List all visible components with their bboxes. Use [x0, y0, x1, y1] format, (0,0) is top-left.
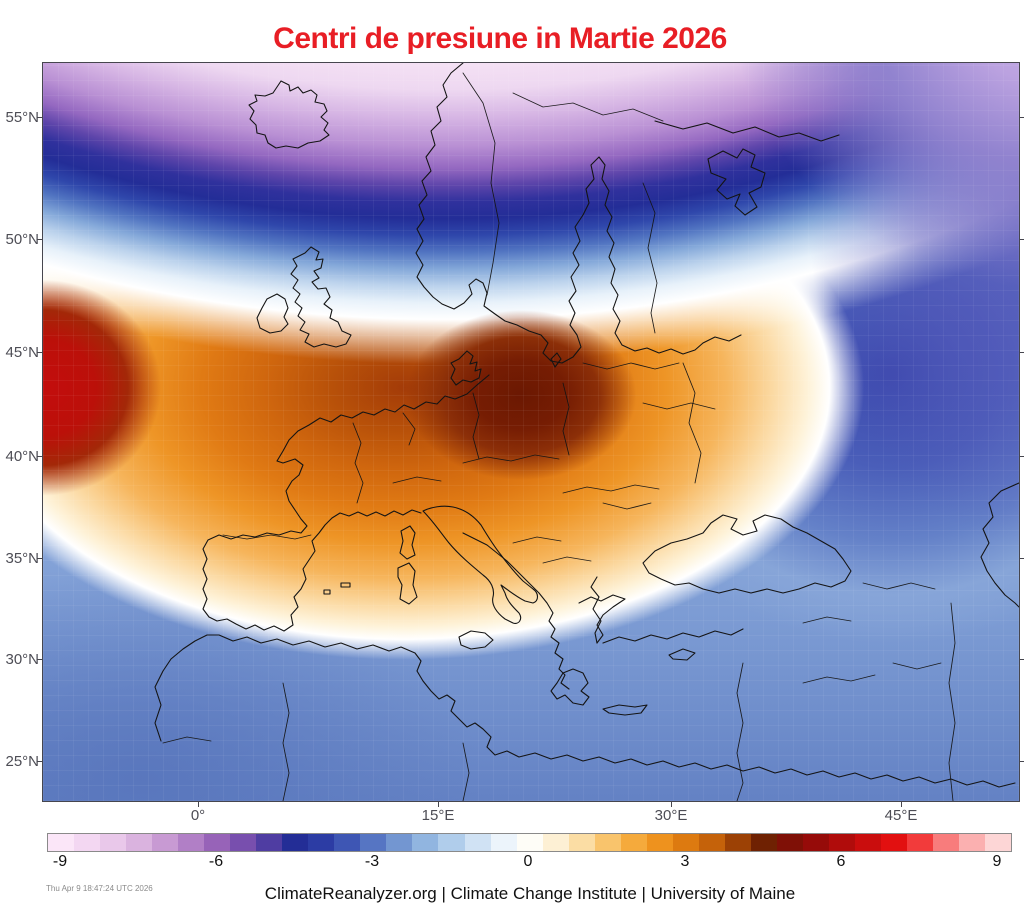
lon-tick: [671, 801, 672, 807]
coastline-white-sea: [707, 148, 766, 216]
border-anatolia-east: [802, 616, 852, 624]
chart-title: Centri de presiune in Martie 2026: [273, 22, 727, 55]
lat-tick: [37, 352, 43, 353]
border-alps: [392, 476, 442, 484]
lon-label-45e: 45°E: [884, 807, 918, 824]
anomaly-field-layer: [43, 63, 1019, 801]
lat-tick-right: [1019, 761, 1024, 762]
coastlines-svg: [154, 63, 1019, 801]
lon-label-30e: 30°E: [654, 807, 688, 824]
colorbar-tick-label: -6: [208, 853, 224, 870]
coastline-north-africa: [154, 634, 1016, 788]
border-iran: [892, 662, 942, 670]
lat-tick-right: [1019, 117, 1024, 118]
coastline-sardinia: [397, 562, 418, 605]
border-belarus: [582, 362, 680, 370]
border-lapland: [512, 92, 664, 122]
lat-label-45n: 45°N: [5, 344, 39, 361]
coastline-continent-west: [202, 374, 490, 632]
border-czech-austria: [462, 454, 560, 464]
lon-tick: [438, 801, 439, 807]
coastline-balkans: [462, 532, 570, 690]
border-hungary-romania: [562, 484, 660, 494]
border-balkans-2: [542, 556, 592, 564]
lat-tick-right: [1019, 659, 1024, 660]
colorbar-tick-label: 9: [992, 853, 1002, 870]
colorbar-tick-label: -3: [364, 853, 380, 870]
border-russia-ukraine: [682, 362, 702, 484]
coastline-black-sea: [642, 514, 852, 594]
lat-label-25n: 25°N: [5, 753, 39, 770]
border-russia-east: [948, 602, 956, 801]
coastline-kola: [654, 120, 840, 142]
lat-label-30n: 30°N: [5, 651, 39, 668]
border-romania-south: [602, 502, 652, 510]
coastline-crete: [602, 704, 648, 716]
lat-tick: [37, 117, 43, 118]
coastline-corsica: [399, 525, 416, 560]
coastline-britain: [290, 246, 352, 348]
coastline-balearics: [323, 582, 351, 595]
coastline-scandinavia: [415, 63, 742, 364]
border-mesopotamia: [802, 674, 876, 684]
border-pyrenees: [222, 534, 312, 540]
lon-label-15e: 15°E: [421, 807, 455, 824]
lon-tick: [198, 801, 199, 807]
border-benelux: [402, 412, 416, 446]
lat-tick: [37, 239, 43, 240]
coastline-caspian: [980, 482, 1019, 608]
footer-timestamp: Thu Apr 9 18:47:24 UTC 2026: [46, 884, 153, 893]
lat-label-50n: 50°N: [5, 231, 39, 248]
border-scandinavia: [462, 72, 500, 296]
border-germany-poland: [472, 392, 480, 460]
coastline-denmark: [450, 350, 482, 386]
border-caucasus: [862, 582, 936, 590]
coastline-aegean-north: [578, 594, 626, 644]
coastline-iceland: [248, 80, 330, 149]
colorbar-tick-label: 0: [523, 853, 533, 870]
lat-tick-right: [1019, 558, 1024, 559]
border-finland-russia: [642, 182, 658, 334]
border-algeria-1: [162, 736, 212, 744]
colorbar-tick-label: 6: [836, 853, 846, 870]
lat-tick-right: [1019, 456, 1024, 457]
footer-attribution: ClimateReanalyzer.org | Climate Change I…: [264, 884, 796, 903]
lon-tick: [901, 801, 902, 807]
coastline-ireland: [256, 293, 289, 334]
border-algeria-2: [282, 682, 290, 801]
coastline-turkey-west: [590, 576, 602, 644]
colorbar-tick-label: 3: [680, 853, 690, 870]
border-balkans-1: [512, 536, 562, 544]
pixel-grid-overlay: [43, 63, 1019, 801]
coastline-gotland: [550, 352, 562, 368]
lat-tick-right: [1019, 239, 1024, 240]
colorbar-tick-label: -9: [52, 853, 68, 870]
border-libya: [462, 742, 470, 801]
map-figure: 55°N 50°N 45°N 40°N 35°N 30°N 25°N 0° 15…: [5, 62, 1024, 824]
border-poland-east: [562, 382, 570, 456]
lat-tick-right: [1019, 352, 1024, 353]
lat-tick: [37, 761, 43, 762]
lat-label-35n: 35°N: [5, 550, 39, 567]
lon-label-0: 0°: [190, 807, 206, 824]
border-ukraine: [642, 402, 716, 410]
colorbar-blocks: [47, 833, 1012, 852]
lat-tick: [37, 558, 43, 559]
lat-tick: [37, 456, 43, 457]
border-france-east: [352, 422, 364, 504]
lat-label-40n: 40°N: [5, 448, 39, 465]
lat-tick: [37, 659, 43, 660]
coastline-sicily: [458, 630, 494, 650]
lat-label-55n: 55°N: [5, 109, 39, 126]
coastline-italy: [422, 505, 539, 624]
coastline-turkey-south: [602, 628, 744, 644]
border-levant: [736, 662, 744, 801]
coastline-peloponnese: [550, 668, 590, 706]
coastline-cyprus: [668, 648, 696, 661]
